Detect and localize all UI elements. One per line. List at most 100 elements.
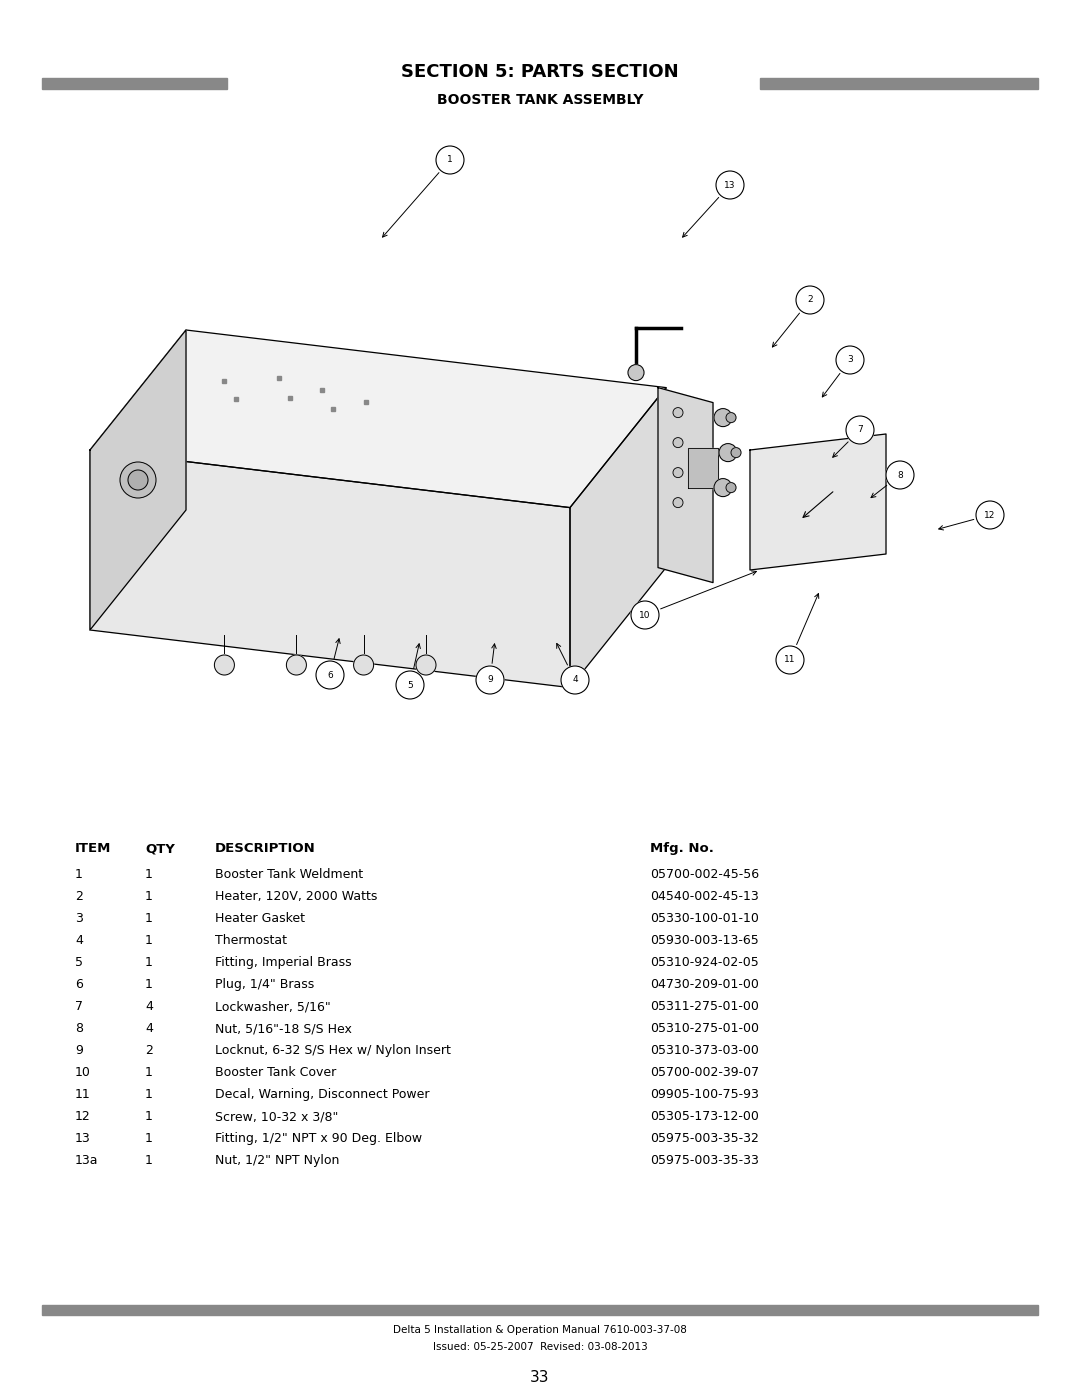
Text: 1: 1 xyxy=(145,1111,153,1123)
Circle shape xyxy=(673,408,683,418)
Text: 04540-002-45-13: 04540-002-45-13 xyxy=(650,890,759,902)
Circle shape xyxy=(129,469,148,490)
Circle shape xyxy=(777,645,804,673)
Circle shape xyxy=(719,444,737,461)
Text: Lockwasher, 5/16": Lockwasher, 5/16" xyxy=(215,1000,330,1013)
Circle shape xyxy=(416,655,436,675)
Text: 4: 4 xyxy=(75,935,83,947)
Circle shape xyxy=(731,447,741,458)
Text: Screw, 10-32 x 3/8": Screw, 10-32 x 3/8" xyxy=(215,1111,338,1123)
Text: Booster Tank Weldment: Booster Tank Weldment xyxy=(215,868,363,882)
Text: ITEM: ITEM xyxy=(75,842,111,855)
Text: 05311-275-01-00: 05311-275-01-00 xyxy=(650,1000,759,1013)
Text: 6: 6 xyxy=(327,671,333,679)
Text: 10: 10 xyxy=(639,610,651,619)
Text: 11: 11 xyxy=(784,655,796,665)
Text: QTY: QTY xyxy=(145,842,175,855)
Text: 05305-173-12-00: 05305-173-12-00 xyxy=(650,1111,759,1123)
Polygon shape xyxy=(90,330,666,507)
Circle shape xyxy=(673,497,683,507)
Polygon shape xyxy=(570,387,666,687)
Text: 5: 5 xyxy=(75,956,83,970)
Text: 1: 1 xyxy=(145,978,153,990)
Text: 1: 1 xyxy=(145,890,153,902)
Text: 05310-275-01-00: 05310-275-01-00 xyxy=(650,1023,759,1035)
Text: 1: 1 xyxy=(145,1066,153,1078)
Text: 05930-003-13-65: 05930-003-13-65 xyxy=(650,935,759,947)
Circle shape xyxy=(726,482,735,493)
Text: Plug, 1/4" Brass: Plug, 1/4" Brass xyxy=(215,978,314,990)
Bar xyxy=(42,78,227,89)
Text: 9: 9 xyxy=(487,676,492,685)
Polygon shape xyxy=(750,434,886,570)
Text: 8: 8 xyxy=(897,471,903,479)
Text: 05310-373-03-00: 05310-373-03-00 xyxy=(650,1044,759,1058)
Text: BOOSTER TANK ASSEMBLY: BOOSTER TANK ASSEMBLY xyxy=(436,94,644,108)
Text: 1: 1 xyxy=(145,956,153,970)
Bar xyxy=(760,78,1038,89)
Polygon shape xyxy=(90,450,570,687)
Text: 1: 1 xyxy=(145,935,153,947)
Circle shape xyxy=(286,655,307,675)
Polygon shape xyxy=(658,387,713,583)
Text: 05975-003-35-32: 05975-003-35-32 xyxy=(650,1132,759,1146)
Text: 1: 1 xyxy=(145,1154,153,1166)
Text: 3: 3 xyxy=(847,355,853,365)
Circle shape xyxy=(886,461,914,489)
Text: 11: 11 xyxy=(75,1088,91,1101)
Circle shape xyxy=(476,666,504,694)
Polygon shape xyxy=(90,330,186,630)
Circle shape xyxy=(976,502,1004,529)
Bar xyxy=(688,447,718,488)
Text: Booster Tank Cover: Booster Tank Cover xyxy=(215,1066,336,1078)
Text: 7: 7 xyxy=(75,1000,83,1013)
Text: Delta 5 Installation & Operation Manual 7610-003-37-08: Delta 5 Installation & Operation Manual … xyxy=(393,1324,687,1336)
Text: 2: 2 xyxy=(75,890,83,902)
Circle shape xyxy=(836,346,864,374)
Text: 8: 8 xyxy=(75,1023,83,1035)
Text: 4: 4 xyxy=(572,676,578,685)
Text: 9: 9 xyxy=(75,1044,83,1058)
Text: 3: 3 xyxy=(75,912,83,925)
Text: 4: 4 xyxy=(145,1000,153,1013)
Text: 2: 2 xyxy=(145,1044,153,1058)
Circle shape xyxy=(716,170,744,198)
Circle shape xyxy=(726,412,735,423)
Bar xyxy=(42,1305,1038,1315)
Text: Nut, 5/16"-18 S/S Hex: Nut, 5/16"-18 S/S Hex xyxy=(215,1023,352,1035)
Text: Issued: 05-25-2007  Revised: 03-08-2013: Issued: 05-25-2007 Revised: 03-08-2013 xyxy=(433,1343,647,1352)
Text: 6: 6 xyxy=(75,978,83,990)
Text: 1: 1 xyxy=(145,868,153,882)
Circle shape xyxy=(215,655,234,675)
Text: Fitting, Imperial Brass: Fitting, Imperial Brass xyxy=(215,956,352,970)
Text: 1: 1 xyxy=(145,1132,153,1146)
Circle shape xyxy=(120,462,156,497)
Text: Decal, Warning, Disconnect Power: Decal, Warning, Disconnect Power xyxy=(215,1088,430,1101)
Circle shape xyxy=(316,661,345,689)
Text: Thermostat: Thermostat xyxy=(215,935,287,947)
Text: SECTION 5: PARTS SECTION: SECTION 5: PARTS SECTION xyxy=(401,63,679,81)
Circle shape xyxy=(396,671,424,698)
Text: 33: 33 xyxy=(530,1370,550,1386)
Text: 1: 1 xyxy=(145,912,153,925)
Circle shape xyxy=(846,416,874,444)
Circle shape xyxy=(673,437,683,447)
Text: 05975-003-35-33: 05975-003-35-33 xyxy=(650,1154,759,1166)
Text: 1: 1 xyxy=(145,1088,153,1101)
Circle shape xyxy=(714,408,732,426)
Text: Fitting, 1/2" NPT x 90 Deg. Elbow: Fitting, 1/2" NPT x 90 Deg. Elbow xyxy=(215,1132,422,1146)
Text: 10: 10 xyxy=(75,1066,91,1078)
Circle shape xyxy=(627,365,644,380)
Text: Locknut, 6-32 S/S Hex w/ Nylon Insert: Locknut, 6-32 S/S Hex w/ Nylon Insert xyxy=(215,1044,450,1058)
Text: 12: 12 xyxy=(984,510,996,520)
Text: 13a: 13a xyxy=(75,1154,98,1166)
Circle shape xyxy=(796,286,824,314)
Text: 1: 1 xyxy=(447,155,453,165)
Circle shape xyxy=(561,666,589,694)
Text: 05330-100-01-10: 05330-100-01-10 xyxy=(650,912,759,925)
Circle shape xyxy=(631,601,659,629)
Text: DESCRIPTION: DESCRIPTION xyxy=(215,842,315,855)
Circle shape xyxy=(714,479,732,496)
Text: Mfg. No.: Mfg. No. xyxy=(650,842,714,855)
Text: 13: 13 xyxy=(725,180,735,190)
